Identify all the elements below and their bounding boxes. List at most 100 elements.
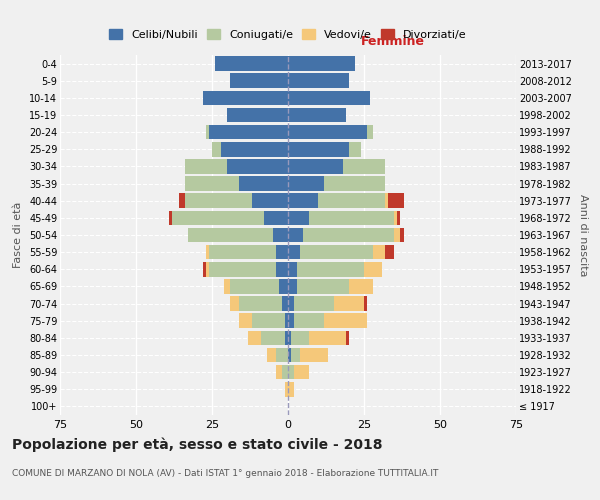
Bar — [239, 296, 282, 311]
Bar — [309, 330, 346, 345]
Bar — [203, 90, 288, 105]
Bar — [288, 56, 355, 71]
Bar — [263, 210, 288, 225]
Bar — [169, 210, 172, 225]
Bar — [288, 365, 294, 380]
Bar — [288, 159, 343, 174]
Bar — [251, 314, 285, 328]
Bar — [394, 228, 400, 242]
Bar — [288, 314, 294, 328]
Bar — [288, 228, 303, 242]
Bar — [224, 279, 230, 293]
Bar — [294, 296, 334, 311]
Bar — [364, 262, 382, 276]
Bar — [276, 348, 288, 362]
Bar — [288, 348, 291, 362]
Bar — [349, 279, 373, 293]
Bar — [285, 382, 288, 396]
Bar — [185, 176, 239, 191]
Bar — [346, 330, 349, 345]
Y-axis label: Fasce di età: Fasce di età — [13, 202, 23, 268]
Bar — [273, 228, 288, 242]
Bar — [288, 108, 346, 122]
Bar — [291, 348, 300, 362]
Bar — [230, 279, 279, 293]
Bar — [282, 365, 288, 380]
Bar — [294, 365, 309, 380]
Bar — [288, 194, 319, 208]
Bar — [288, 142, 349, 156]
Bar — [267, 348, 276, 362]
Bar — [325, 176, 385, 191]
Bar — [276, 262, 288, 276]
Bar — [388, 194, 404, 208]
Bar — [221, 142, 288, 156]
Bar — [288, 382, 294, 396]
Bar — [288, 210, 309, 225]
Bar — [227, 108, 288, 122]
Bar — [288, 330, 291, 345]
Bar — [209, 262, 276, 276]
Bar — [209, 125, 288, 140]
Bar — [285, 314, 288, 328]
Bar — [288, 74, 349, 88]
Bar — [209, 245, 276, 260]
Text: COMUNE DI MARZANO DI NOLA (AV) - Dati ISTAT 1° gennaio 2018 - Elaborazione TUTTI: COMUNE DI MARZANO DI NOLA (AV) - Dati IS… — [12, 469, 439, 478]
Bar — [282, 296, 288, 311]
Bar — [288, 245, 300, 260]
Bar — [260, 330, 285, 345]
Bar — [212, 142, 221, 156]
Bar — [206, 125, 209, 140]
Bar — [215, 56, 288, 71]
Bar — [185, 159, 227, 174]
Bar — [230, 296, 239, 311]
Bar — [400, 228, 404, 242]
Bar — [227, 159, 288, 174]
Bar — [291, 330, 309, 345]
Bar — [288, 90, 370, 105]
Bar — [179, 194, 185, 208]
Text: Popolazione per età, sesso e stato civile - 2018: Popolazione per età, sesso e stato civil… — [12, 438, 383, 452]
Bar — [185, 194, 251, 208]
Bar — [385, 245, 394, 260]
Bar — [288, 176, 325, 191]
Bar — [367, 125, 373, 140]
Bar — [300, 348, 328, 362]
Bar — [251, 194, 288, 208]
Bar — [172, 210, 263, 225]
Bar — [294, 314, 325, 328]
Bar — [288, 262, 297, 276]
Bar — [297, 279, 349, 293]
Bar — [288, 279, 297, 293]
Y-axis label: Anni di nascita: Anni di nascita — [578, 194, 589, 276]
Bar — [334, 296, 364, 311]
Text: Femmine: Femmine — [361, 35, 425, 48]
Bar — [373, 245, 385, 260]
Bar — [285, 330, 288, 345]
Legend: Celibi/Nubili, Coniugati/e, Vedovi/e, Divorziati/e: Celibi/Nubili, Coniugati/e, Vedovi/e, Di… — [105, 24, 471, 44]
Bar — [276, 245, 288, 260]
Bar — [303, 228, 394, 242]
Bar — [239, 176, 288, 191]
Bar — [319, 194, 385, 208]
Bar — [300, 245, 373, 260]
Bar — [188, 228, 273, 242]
Bar — [288, 296, 294, 311]
Bar — [385, 194, 388, 208]
Bar — [309, 210, 394, 225]
Bar — [203, 262, 206, 276]
Bar — [276, 365, 282, 380]
Bar — [230, 74, 288, 88]
Bar — [206, 245, 209, 260]
Bar — [206, 262, 209, 276]
Bar — [364, 296, 367, 311]
Bar — [288, 125, 367, 140]
Bar — [349, 142, 361, 156]
Bar — [343, 159, 385, 174]
Bar — [279, 279, 288, 293]
Bar — [239, 314, 251, 328]
Bar — [297, 262, 364, 276]
Bar — [248, 330, 260, 345]
Bar — [325, 314, 367, 328]
Bar — [397, 210, 400, 225]
